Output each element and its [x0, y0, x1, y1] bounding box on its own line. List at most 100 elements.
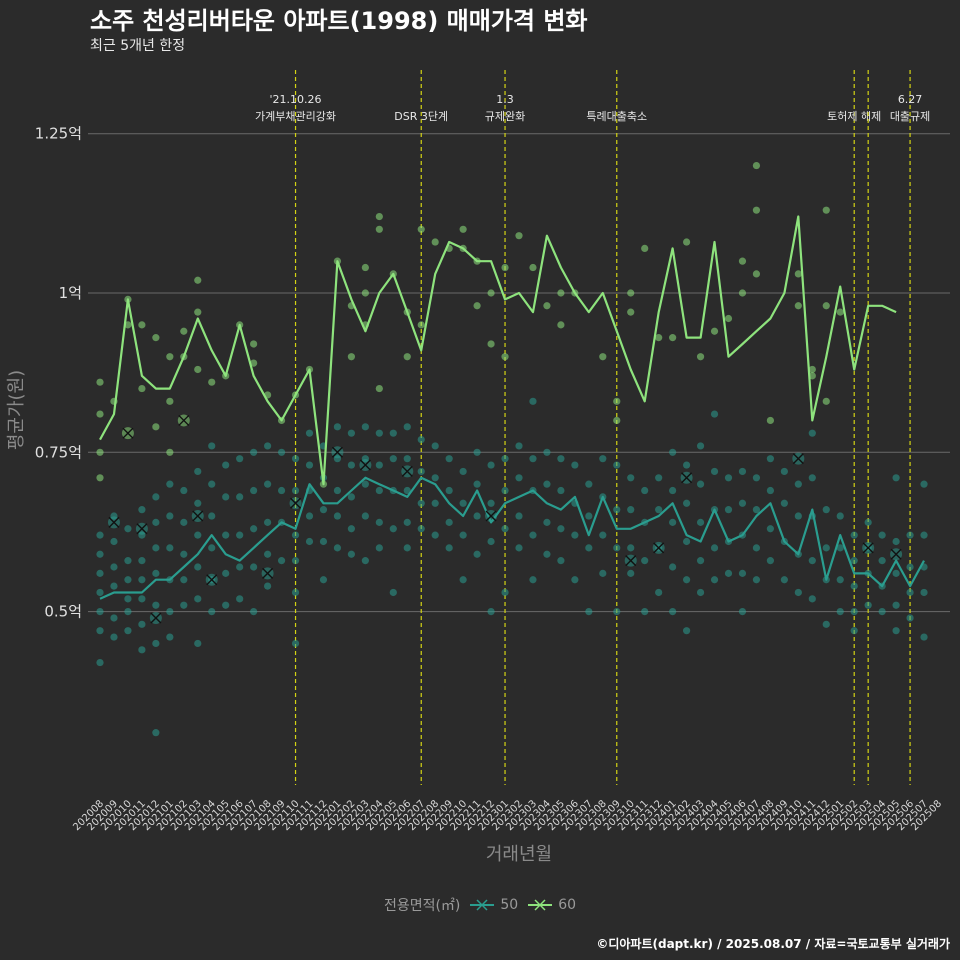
y-tick-label: 0.5억 [44, 603, 82, 621]
scatter-point-50 [208, 442, 216, 450]
scatter-point-50 [319, 537, 328, 546]
scatter-point-50 [222, 461, 230, 469]
scatter-point-50 [683, 461, 691, 469]
scatter-point-50 [599, 455, 607, 463]
scatter-point-60 [96, 410, 104, 418]
scatter-point-50 [557, 557, 565, 565]
scatter-point-50 [194, 639, 202, 648]
scatter-point-50 [836, 544, 844, 552]
scatter-point-60 [766, 416, 775, 425]
scatter-point-60 [250, 359, 258, 367]
scatter-point-50 [166, 480, 174, 488]
scatter-point-50 [180, 601, 188, 609]
scatter-point-50 [236, 493, 244, 501]
scatter-point-50 [403, 544, 411, 552]
scatter-point-50 [375, 461, 383, 469]
marked-point-stroke [192, 510, 204, 522]
scatter-point-50 [138, 557, 146, 565]
scatter-point-60 [487, 340, 495, 348]
scatter-point-50 [96, 588, 104, 597]
scatter-point-50 [417, 525, 425, 533]
scatter-point-50 [529, 397, 537, 405]
scatter-point-60 [822, 206, 830, 214]
scatter-point-50 [696, 588, 705, 597]
scatter-point-50 [683, 537, 691, 546]
scatter-point-50 [180, 518, 188, 526]
scatter-point-50 [780, 467, 788, 476]
footer-credit: ©디아파트(dapt.kr) / 2025.08.07 / 자료=국토교통부 실… [596, 937, 950, 951]
marked-point-stroke [136, 523, 148, 535]
scatter-point-50 [683, 499, 691, 507]
scatter-point-50 [124, 595, 132, 603]
marked-point-50 [149, 611, 162, 624]
scatter-point-50 [152, 493, 160, 501]
scatter-point-50 [180, 550, 188, 558]
scatter-point-60 [208, 378, 216, 386]
scatter-point-50 [110, 582, 118, 590]
scatter-point-50 [459, 531, 467, 539]
scatter-point-50 [920, 480, 928, 488]
scatter-point-50 [599, 531, 607, 539]
marked-point-stroke [108, 516, 120, 528]
scatter-point-60 [724, 314, 733, 323]
marked-point-stroke [206, 574, 218, 586]
scatter-point-50 [96, 658, 104, 667]
y-axis-title: 평균가(원) [6, 370, 27, 450]
marked-point-stroke [331, 446, 343, 458]
scatter-point-60 [361, 263, 369, 272]
scatter-point-50 [627, 474, 635, 482]
scatter-point-50 [361, 557, 369, 565]
scatter-point-50 [389, 588, 397, 597]
scatter-point-50 [291, 531, 300, 539]
scatter-point-50 [403, 486, 411, 495]
marked-point-50 [135, 522, 148, 535]
scatter-point-50 [473, 512, 481, 520]
scatter-point-50 [445, 544, 453, 552]
scatter-point-60 [529, 263, 537, 272]
scatter-point-50 [166, 633, 174, 641]
scatter-point-50 [250, 607, 258, 616]
scatter-point-60 [487, 289, 495, 297]
scatter-point-50 [166, 544, 174, 552]
scatter-point-50 [906, 614, 914, 622]
scatter-point-50 [766, 525, 775, 533]
scatter-point-60 [822, 397, 830, 405]
scatter-point-50 [613, 544, 621, 552]
scatter-point-50 [389, 429, 397, 437]
scatter-point-50 [655, 474, 663, 482]
scatter-point-50 [836, 607, 844, 616]
scatter-point-50 [277, 557, 286, 565]
scatter-point-50 [906, 531, 914, 539]
legend-label-60: 60 [558, 897, 577, 913]
scatter-point-50 [487, 537, 495, 546]
scatter-point-50 [738, 467, 747, 476]
scatter-point-50 [138, 595, 146, 603]
scatter-point-50 [864, 518, 872, 526]
scatter-point-50 [194, 563, 202, 571]
scatter-point-60 [375, 212, 383, 221]
legend-title: 전용면적(㎡) [383, 898, 461, 914]
scatter-point-60 [627, 289, 635, 297]
scatter-point-50 [291, 455, 300, 463]
scatter-point-50 [152, 639, 160, 648]
scatter-point-50 [669, 563, 677, 571]
scatter-point-50 [613, 461, 621, 469]
scatter-point-50 [375, 518, 383, 526]
scatter-point-50 [264, 480, 272, 488]
scatter-point-50 [710, 467, 719, 476]
scatter-point-50 [710, 544, 719, 552]
scatter-point-50 [305, 512, 314, 520]
scatter-point-50 [557, 525, 565, 533]
scatter-point-50 [333, 423, 342, 431]
legend-label-50: 50 [500, 897, 519, 913]
event-label: 규제완화 [485, 110, 525, 123]
marked-point-50 [359, 459, 372, 472]
scatter-point-50 [110, 537, 118, 546]
scatter-point-60 [347, 353, 355, 361]
scatter-point-50 [417, 435, 425, 444]
scatter-point-60 [459, 225, 467, 233]
scatter-point-50 [557, 486, 565, 495]
scatter-point-50 [501, 486, 509, 495]
scatter-point-50 [892, 569, 900, 577]
scatter-point-50 [641, 557, 649, 565]
